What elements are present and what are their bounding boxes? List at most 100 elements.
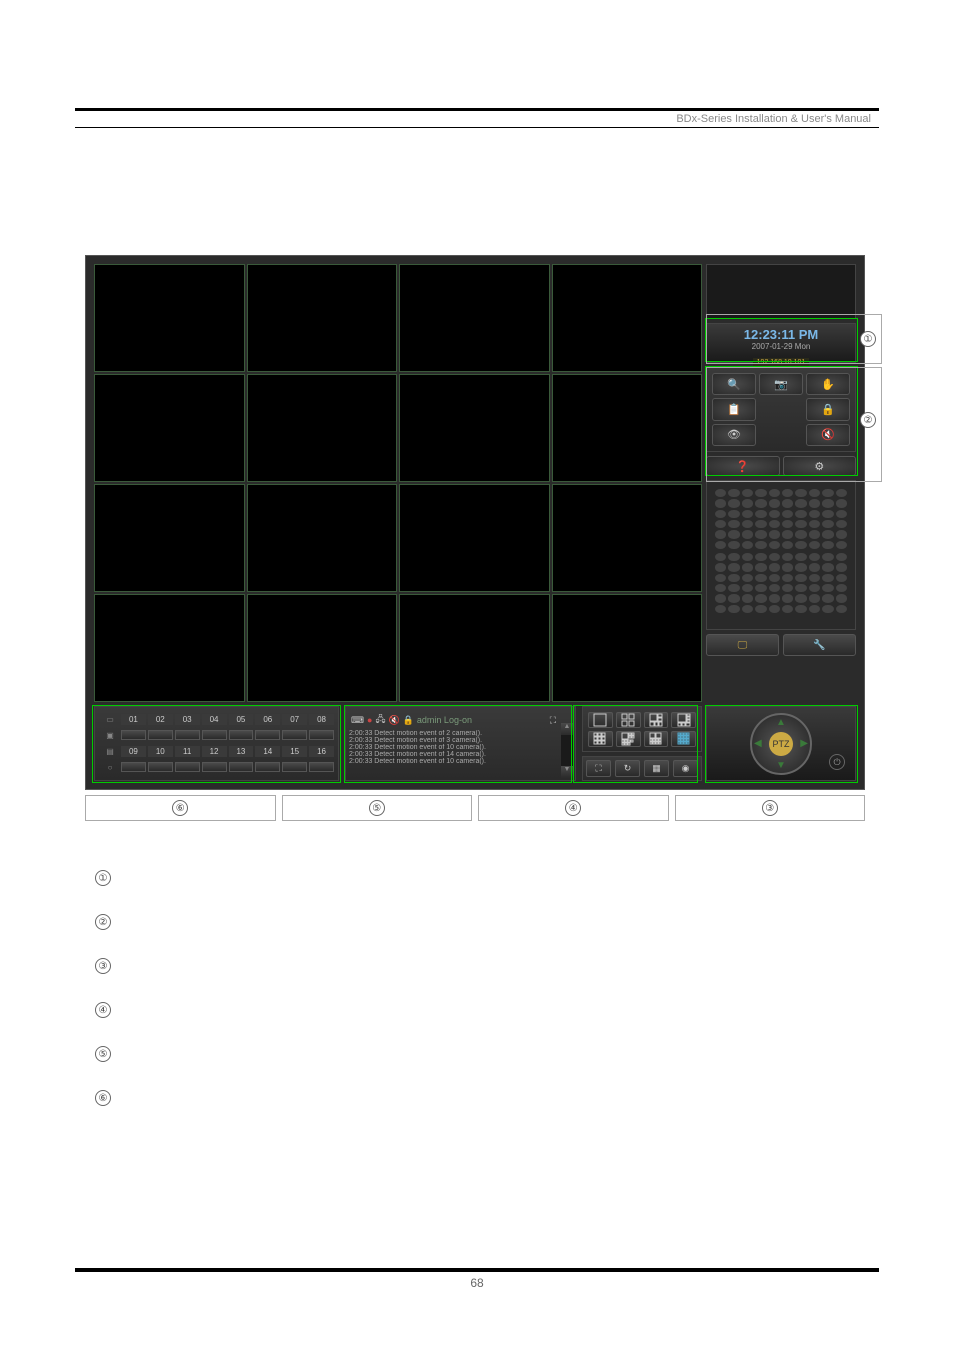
ptz-dial[interactable]: ▲ ▼ ◀ ▶ PTZ: [750, 713, 812, 775]
video-cell[interactable]: [552, 594, 703, 702]
legend-item: ②: [95, 914, 111, 930]
channel-num[interactable]: 03: [175, 714, 200, 725]
video-cell[interactable]: [399, 484, 550, 592]
video-cell[interactable]: [247, 374, 398, 482]
layout-1x1-icon[interactable]: [588, 712, 613, 728]
legend-item: ①: [95, 870, 111, 886]
label-box-4: ④: [478, 795, 669, 821]
scroll-down-icon[interactable]: ▼: [561, 766, 573, 778]
channel-num[interactable]: 05: [229, 714, 254, 725]
legend-num-3: ③: [95, 958, 111, 974]
layout-2+8-icon[interactable]: [644, 731, 669, 747]
legend-num-4: ④: [95, 1002, 111, 1018]
channel-num[interactable]: 06: [255, 714, 280, 725]
channel-num[interactable]: 01: [121, 714, 146, 725]
ptz-panel: ▲ ▼ ◀ ▶ PTZ ⏻: [706, 706, 856, 781]
video-cell[interactable]: [247, 594, 398, 702]
power-icon[interactable]: ⏻: [829, 754, 845, 770]
channel-num[interactable]: 16: [309, 746, 334, 757]
label-box-5: ⑤: [282, 795, 473, 821]
log-panel: ⌨ ● 🖧 🔇 🔒 admin Log-on ⛶ 2:00:33 Detect …: [345, 706, 576, 781]
layout-panel: [582, 706, 702, 752]
channel-num[interactable]: 04: [202, 714, 227, 725]
monitor-mode-icon[interactable]: 🖵: [706, 634, 779, 656]
legend-item: ⑤: [95, 1046, 111, 1062]
legend-num-5: ⑤: [95, 1046, 111, 1062]
channel-status: [282, 762, 307, 772]
ptz-center-button[interactable]: PTZ: [769, 732, 793, 756]
channel-num[interactable]: 15: [282, 746, 307, 757]
record-dot-icon: ●: [367, 715, 372, 725]
log-title: admin Log-on: [417, 715, 472, 725]
video-cell[interactable]: [94, 594, 245, 702]
channel-num[interactable]: 11: [175, 746, 200, 757]
ptz-right-icon[interactable]: ▶: [800, 738, 808, 749]
channel-status: [255, 762, 280, 772]
log-header: ⌨ ● 🖧 🔇 🔒 admin Log-on ⛶: [349, 710, 572, 730]
sensor-icon[interactable]: ▤: [99, 747, 121, 756]
layout-2x2-icon[interactable]: [616, 712, 641, 728]
channel-status: [309, 762, 334, 772]
ptz-up-icon[interactable]: ▲: [776, 717, 786, 728]
monitor-icon[interactable]: ▭: [99, 715, 121, 724]
video-cell[interactable]: [552, 484, 703, 592]
channel-status: [229, 762, 254, 772]
channel-status: [255, 730, 280, 740]
ptz-left-icon[interactable]: ◀: [754, 738, 762, 749]
log-scrollbar[interactable]: ▲ ▼: [561, 723, 573, 778]
expand-icon[interactable]: ⛶: [550, 715, 556, 726]
channel-num[interactable]: 07: [282, 714, 307, 725]
channel-status: [175, 762, 200, 772]
snapshot-icon[interactable]: ◉: [673, 760, 698, 777]
fullscreen-icon[interactable]: ⛶: [586, 760, 611, 777]
callout-2: ②: [860, 412, 876, 428]
channel-num[interactable]: 13: [229, 746, 254, 757]
video-grid: [94, 264, 702, 702]
callout-3: ③: [762, 800, 778, 816]
video-cell[interactable]: [399, 594, 550, 702]
channel-num[interactable]: 08: [309, 714, 334, 725]
rotate-icon[interactable]: ↻: [615, 760, 640, 777]
log-line: 2:00:33 Detect motion event of 2 camera(…: [349, 730, 572, 737]
channel-status: [121, 762, 146, 772]
layout-1+7-icon[interactable]: [671, 712, 696, 728]
layout-4x4-icon[interactable]: [671, 731, 696, 747]
channel-status: [202, 762, 227, 772]
callout-5: ⑤: [369, 800, 385, 816]
video-cell[interactable]: [94, 264, 245, 372]
video-cell[interactable]: [94, 374, 245, 482]
alarm-icon[interactable]: ○: [99, 763, 121, 772]
ptz-down-icon[interactable]: ▼: [776, 760, 786, 771]
sequence-icon[interactable]: ▦: [644, 760, 669, 777]
scroll-up-icon[interactable]: ▲: [561, 723, 573, 735]
video-cell[interactable]: [247, 484, 398, 592]
log-line: 2:00:33 Detect motion event of 10 camera…: [349, 758, 572, 765]
tools-mode-icon[interactable]: 🔧: [783, 634, 856, 656]
channel-num[interactable]: 12: [202, 746, 227, 757]
channel-num[interactable]: 02: [148, 714, 173, 725]
layout-1+12-icon[interactable]: [616, 731, 641, 747]
channel-num[interactable]: 10: [148, 746, 173, 757]
header-title: BDx-Series Installation & User's Manual: [676, 113, 871, 125]
channel-status: [229, 730, 254, 740]
video-cell[interactable]: [552, 374, 703, 482]
channel-num[interactable]: 09: [121, 746, 146, 757]
footer-rule: [75, 1268, 879, 1272]
video-cell[interactable]: [399, 264, 550, 372]
log-line: 2:00:33 Detect motion event of 14 camera…: [349, 751, 572, 758]
callout-6: ⑥: [172, 800, 188, 816]
video-cell[interactable]: [94, 484, 245, 592]
video-cell[interactable]: [552, 264, 703, 372]
legend-item: ③: [95, 958, 111, 974]
layout-1+5-icon[interactable]: [644, 712, 669, 728]
callout-box-1: [706, 314, 882, 364]
channel-status: [148, 762, 173, 772]
channel-num[interactable]: 14: [255, 746, 280, 757]
layout-3x3-icon[interactable]: [588, 731, 613, 747]
channel-status: [309, 730, 334, 740]
video-cell[interactable]: [247, 264, 398, 372]
log-line: 2:00:33 Detect motion event of 10 camera…: [349, 744, 572, 751]
video-cell[interactable]: [399, 374, 550, 482]
channel-status: [282, 730, 307, 740]
record-icon[interactable]: ▣: [99, 731, 121, 740]
